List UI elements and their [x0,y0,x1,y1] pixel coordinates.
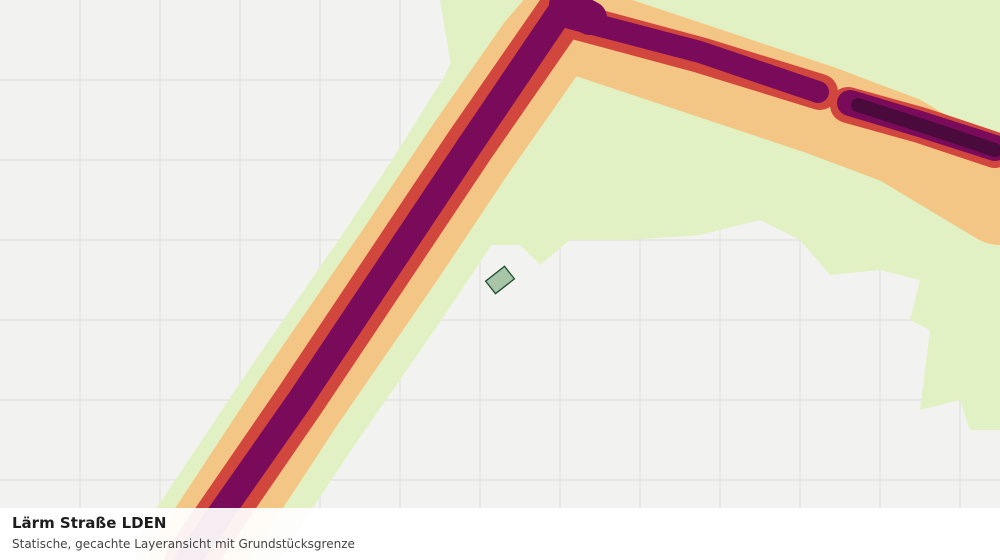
layer-title: Lärm Straße LDEN [12,514,167,532]
noise-zone-max [851,98,1000,157]
parcel-boundary [484,265,516,295]
noise-zone-very-high [175,0,573,560]
layer-subtitle: Statische, gecachte Layeransicht mit Gru… [12,537,355,551]
legend-footer: Lärm Straße LDEN Statische, gecachte Lay… [0,508,1000,560]
noise-zone-junction [549,0,607,35]
noise-zone-very-high-branch [559,7,829,103]
